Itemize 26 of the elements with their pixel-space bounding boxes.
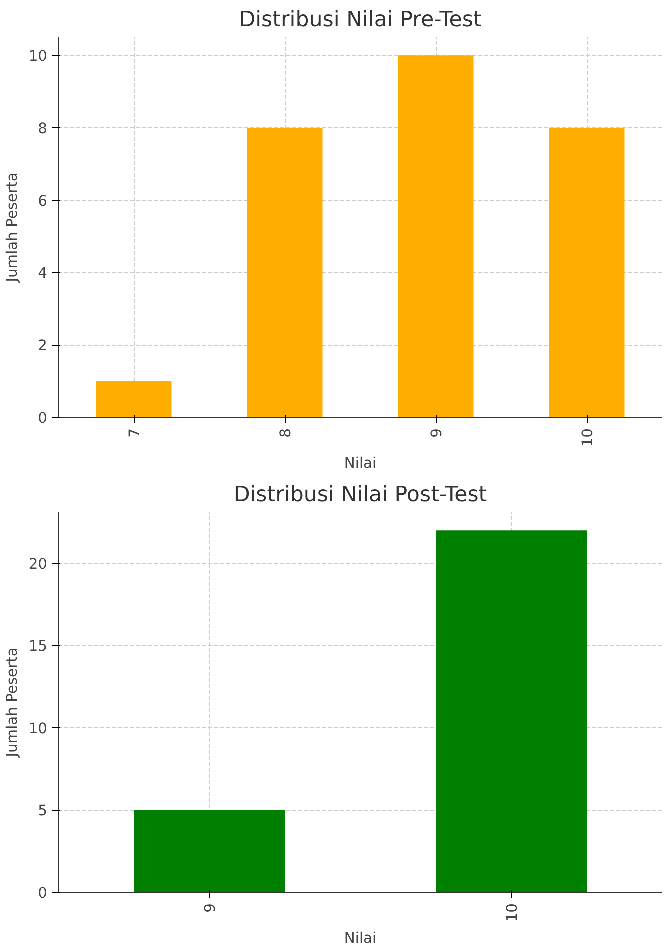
bar [247, 128, 323, 418]
y-axis-title: Jumlah Peserta [4, 648, 21, 758]
bar [549, 128, 625, 418]
y-axis-title: Jumlah Peserta [4, 172, 21, 284]
x-tick-label: 7 [126, 428, 144, 438]
y-tick-label: 15 [28, 638, 48, 656]
y-tick-label: 5 [38, 802, 48, 820]
y-tick-label: 0 [38, 885, 48, 902]
x-tick-label: 9 [202, 903, 219, 913]
y-tick-label: 4 [38, 265, 48, 282]
y-tick-label: 10 [28, 48, 48, 66]
y-tick-label: 2 [38, 338, 48, 355]
y-tick-label: 0 [38, 410, 48, 427]
chart-title: Distribusi Nilai Pre-Test [239, 8, 482, 32]
y-tick-label: 20 [28, 556, 48, 573]
bar [398, 56, 474, 418]
x-axis-title: Nilai [344, 455, 377, 472]
x-tick-label: 10 [580, 428, 596, 448]
chart-title: Distribusi Nilai Post-Test [234, 482, 488, 508]
bar [96, 381, 172, 418]
x-tick-label: 8 [278, 428, 294, 438]
x-tick-label: 9 [428, 428, 446, 438]
y-tick-label: 10 [28, 720, 48, 738]
x-axis-title: Nilai [344, 930, 377, 948]
y-tick-label: 6 [38, 192, 48, 210]
y-tick-label: 8 [38, 120, 48, 138]
